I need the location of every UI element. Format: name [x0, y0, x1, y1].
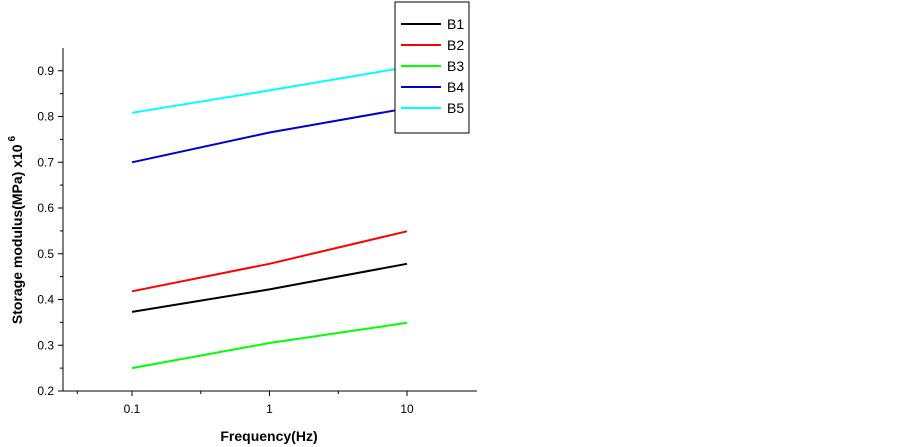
legend-label-b1: B1 — [447, 16, 464, 32]
y-tick-label: 0.6 — [37, 201, 54, 215]
series-line-b2 — [131, 230, 408, 293]
y-tick-label: 0.7 — [37, 155, 54, 169]
y-axis-title-exponent: 6 — [7, 135, 18, 141]
series-line-b5 — [131, 66, 408, 114]
y-tick-label: 0.4 — [37, 293, 54, 307]
series-line-b1 — [131, 262, 408, 313]
y-ticks: 0.2 0.3 0.4 0.5 0.6 0.7 0.8 0.9 — [37, 64, 63, 398]
y-axis-title-text: Storage modulus(MPa) x10 — [9, 144, 25, 324]
legend-label-b4: B4 — [447, 79, 464, 95]
y-tick-label: 0.3 — [37, 338, 54, 352]
x-tick-label: 0.1 — [124, 402, 141, 416]
x-tick-label: 10 — [400, 402, 414, 416]
legend-label-b3: B3 — [447, 58, 464, 74]
series-line-b4 — [131, 107, 408, 164]
x-ticks: 0.1 1 10 — [76, 391, 414, 416]
legend-label-b5: B5 — [447, 100, 464, 116]
y-tick-label: 0.5 — [37, 247, 54, 261]
legend-label-b2: B2 — [447, 37, 464, 53]
y-tick-label: 0.8 — [37, 110, 54, 124]
y-tick-label: 0.9 — [37, 64, 54, 78]
plot-lines — [131, 66, 408, 370]
x-tick-label: 1 — [266, 402, 273, 416]
y-tick-label: 0.2 — [37, 384, 54, 398]
legend: B1 B2 B3 B4 B5 — [394, 1, 470, 134]
x-axis-title: Frequency(Hz) — [220, 428, 317, 444]
series-line-b3 — [131, 321, 408, 370]
y-axis-title: Storage modulus(MPa) x10 6 — [7, 135, 25, 324]
